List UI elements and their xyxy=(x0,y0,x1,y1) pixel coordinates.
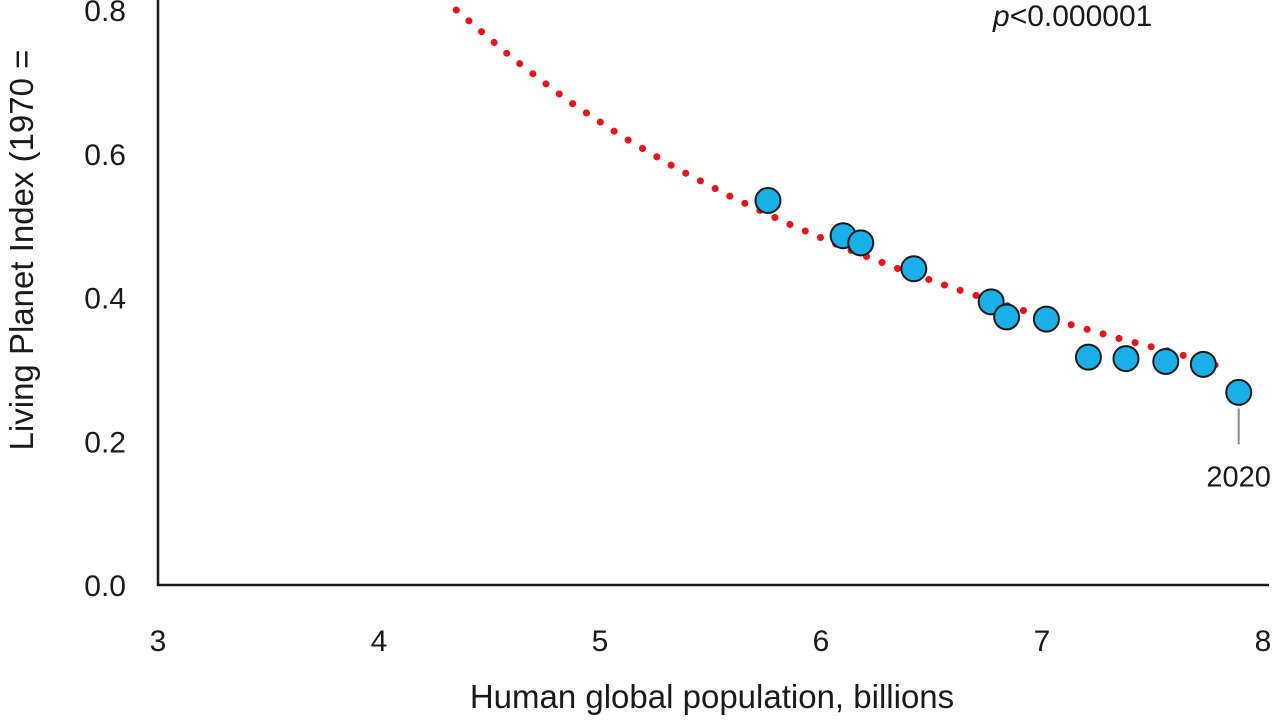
y-tick-label: 0.8 xyxy=(84,0,126,28)
p-value-label: p<0.000001 xyxy=(992,0,1152,33)
data-point xyxy=(1189,350,1217,378)
annotation-label: 2020 xyxy=(1206,461,1271,493)
annotation-2020: 2020 xyxy=(1206,408,1271,493)
data-point xyxy=(847,229,875,257)
data-point xyxy=(1152,347,1180,375)
x-tick-label: 7 xyxy=(1034,625,1051,658)
x-tick-label: 3 xyxy=(150,625,167,658)
data-point xyxy=(1112,345,1140,373)
y-tick-label: 0.0 xyxy=(84,570,126,603)
axes xyxy=(156,0,1269,587)
y-axis-title-group: Living Planet Index (1970 = xyxy=(3,50,40,451)
p-value-rest: <0.000001 xyxy=(1010,0,1153,33)
data-point xyxy=(900,255,928,283)
y-tick-label: 0.2 xyxy=(84,426,126,459)
data-point xyxy=(754,186,782,214)
trendline-path xyxy=(452,6,1234,373)
tick-labels: 3 4 5 6 7 8 0.0 0.2 0.4 0.6 0.8 xyxy=(84,0,1271,658)
y-tick-label: 0.6 xyxy=(84,139,126,172)
y-axis-title: Living Planet Index (1970 = xyxy=(3,50,40,451)
data-point xyxy=(1032,305,1060,333)
data-point xyxy=(1074,343,1102,371)
x-tick-label: 4 xyxy=(371,625,388,658)
y-tick-label: 0.4 xyxy=(84,283,126,316)
x-tick-label: 6 xyxy=(813,625,830,658)
data-point xyxy=(1225,378,1253,406)
data-point xyxy=(993,303,1021,331)
p-value-prefix: p xyxy=(992,0,1010,33)
x-axis-title: Human global population, billions xyxy=(470,678,954,715)
trendline xyxy=(452,6,1234,373)
data-points xyxy=(754,186,1253,406)
x-tick-label: 5 xyxy=(592,625,609,658)
x-tick-label: 8 xyxy=(1255,625,1272,658)
